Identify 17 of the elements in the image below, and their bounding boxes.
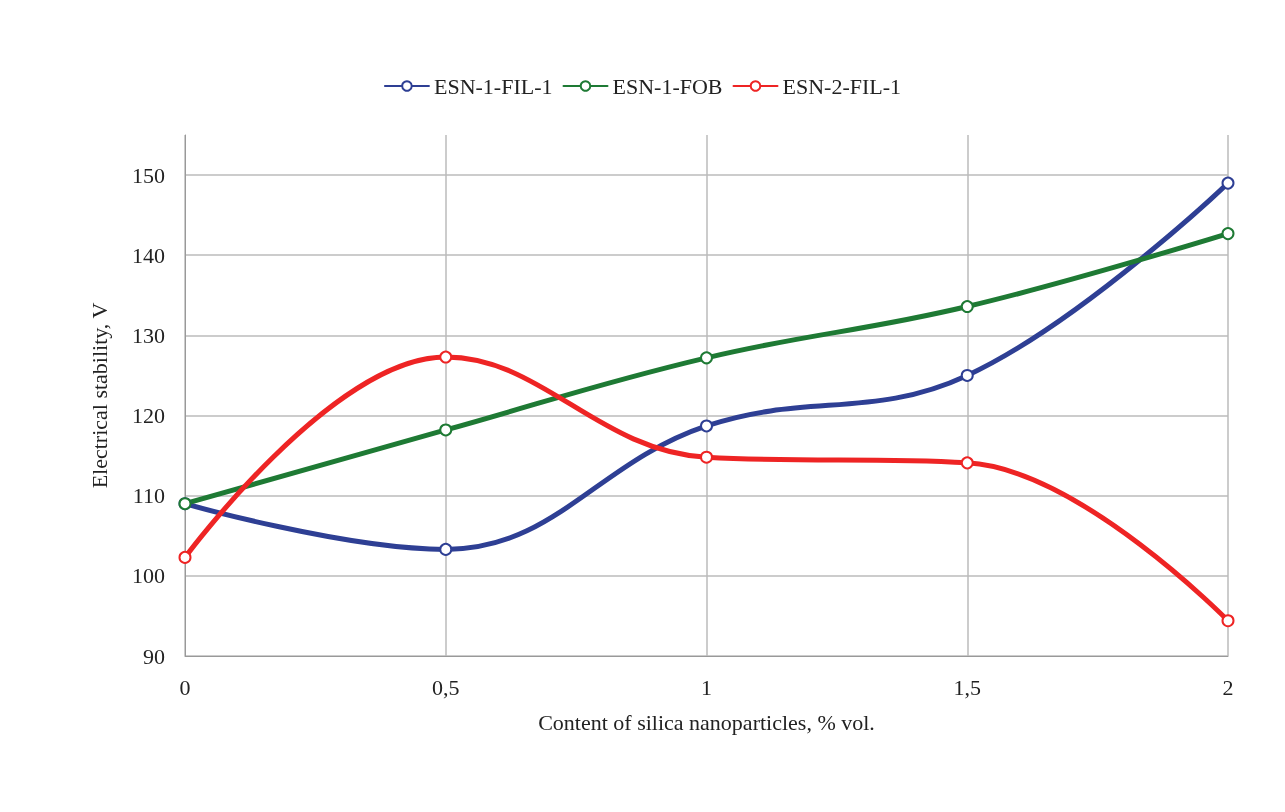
y-tick-label: 120 [132, 403, 165, 429]
y-tick-label: 130 [132, 322, 165, 348]
y-tick-label: 90 [143, 643, 165, 669]
y-axis-title: Electrical stability, V [86, 302, 112, 489]
legend-label: ESN-1-FIL-1 [433, 73, 553, 99]
y-tick-label: 100 [132, 563, 165, 589]
x-tick-label: 2 [1222, 674, 1234, 700]
x-tick-label: 1,5 [953, 674, 981, 700]
legend-label: ESN-2-FIL-1 [782, 73, 902, 99]
x-tick-label: 0 [179, 674, 191, 700]
legend-label: ESN-1-FOB [612, 73, 723, 99]
y-tick-label: 140 [132, 242, 165, 268]
x-tick-label: 0,5 [432, 674, 460, 700]
x-axis-title: Content of silica nanoparticles, % vol. [538, 709, 875, 735]
y-tick-label: 110 [132, 483, 165, 509]
x-tick-label: 1 [701, 674, 712, 700]
y-tick-label: 150 [132, 162, 165, 188]
